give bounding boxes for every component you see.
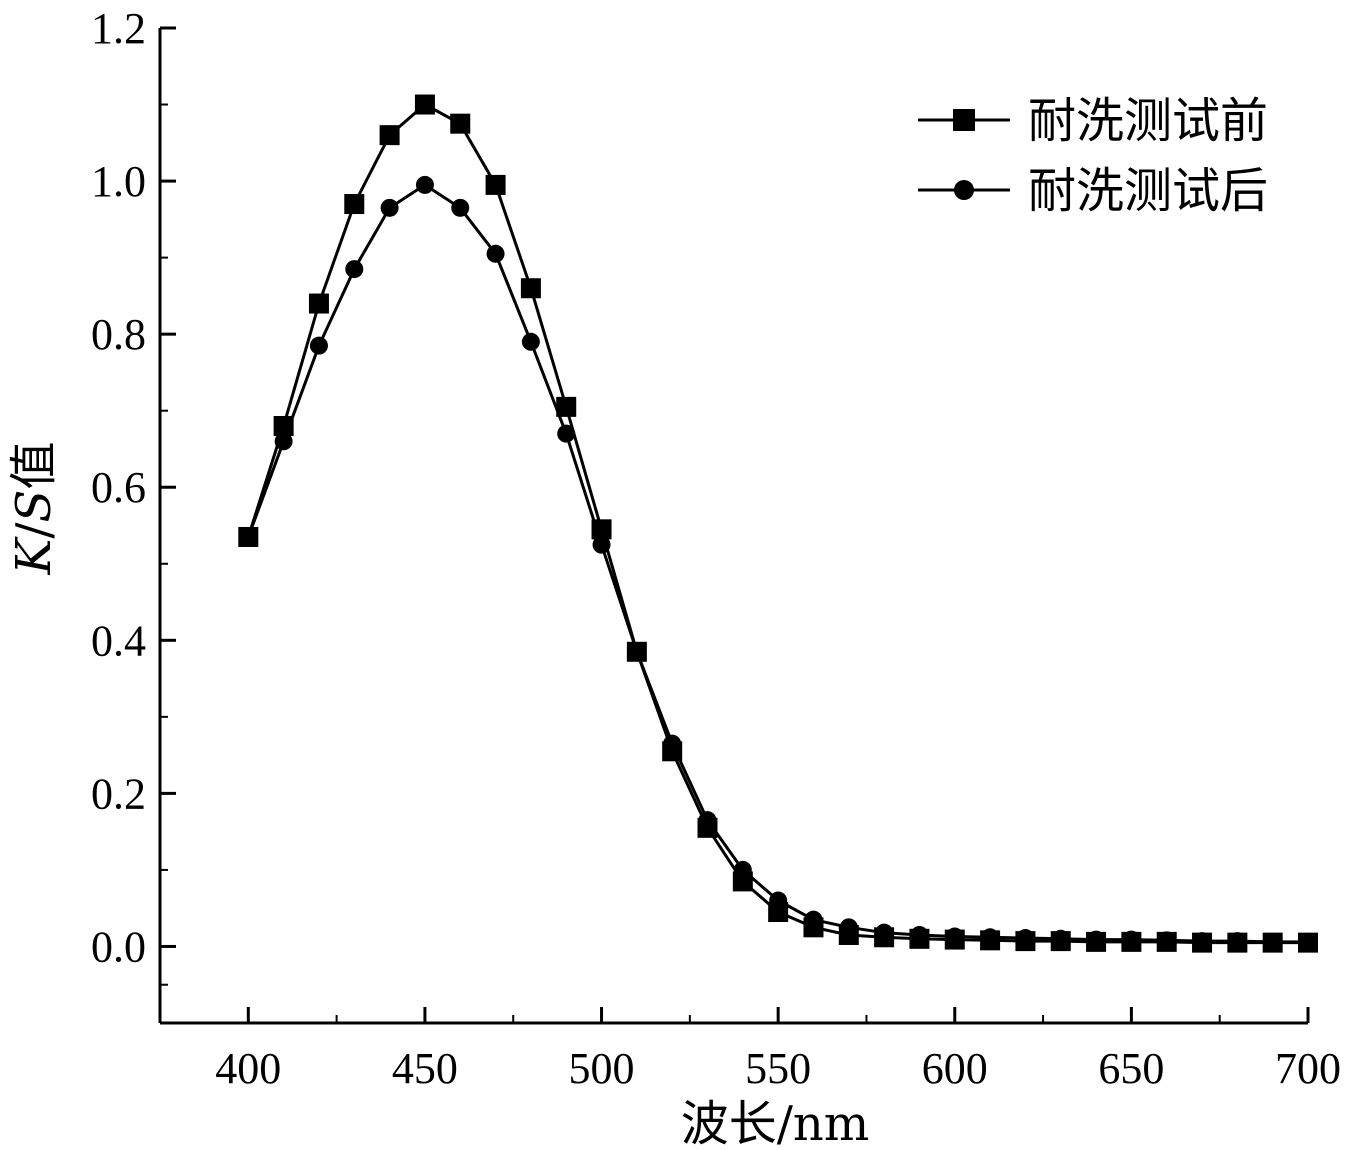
data-point: [415, 175, 434, 194]
y-tick-label: 0.2: [91, 769, 146, 818]
x-tick-label: 500: [569, 1044, 635, 1093]
data-point: [627, 642, 646, 661]
legend-marker: [953, 109, 975, 131]
data-point: [1016, 929, 1035, 948]
data-point: [450, 113, 471, 134]
y-tick-label: 0.6: [91, 463, 146, 512]
data-point: [839, 918, 858, 937]
data-point: [379, 125, 400, 146]
x-tick-label: 600: [922, 1044, 988, 1093]
data-point: [733, 860, 752, 879]
y-axis-title: K/S值: [6, 442, 62, 576]
svg-text:K/S值: K/S值: [6, 442, 62, 576]
data-point: [308, 293, 329, 314]
data-point: [486, 244, 505, 263]
y-tick-label: 0.0: [91, 922, 146, 971]
legend-item: 耐洗测试后: [918, 163, 1268, 219]
data-point: [1051, 929, 1070, 948]
y-axis-title-suffix: 值: [6, 442, 62, 490]
data-point: [520, 278, 541, 299]
axes: 0.0 0.2 0.4 0.6 0.8 1.0 1.2 400 450 500 550 600 650 7…: [91, 4, 1341, 1093]
x-tick-label: 650: [1098, 1044, 1164, 1093]
data-point: [274, 432, 293, 451]
data-point: [804, 910, 823, 929]
y-tick-label: 0.8: [91, 310, 146, 359]
y-axis-title-k: K: [6, 535, 62, 575]
data-point: [557, 424, 576, 443]
y-axis-title-slash: /: [6, 522, 62, 539]
data-point: [945, 927, 964, 946]
series-2: [239, 175, 1317, 951]
data-point: [1087, 930, 1106, 949]
data-point: [910, 925, 929, 944]
data-point: [769, 891, 788, 910]
data-point: [1193, 932, 1212, 951]
data-point: [698, 811, 717, 830]
data-point: [380, 198, 399, 217]
data-point: [451, 198, 470, 217]
data-point: [485, 174, 506, 195]
data-point: [1228, 932, 1247, 951]
data-point: [521, 332, 540, 351]
x-tick-label: 450: [392, 1044, 458, 1093]
data-point: [556, 396, 577, 417]
y-axis-title-s: S: [6, 490, 62, 523]
legend-item: 耐洗测试前: [918, 93, 1268, 149]
x-tick-label: 700: [1275, 1044, 1341, 1093]
data-point: [344, 194, 365, 215]
x-tick-label: 550: [745, 1044, 811, 1093]
legend-label: 耐洗测试后: [1028, 163, 1268, 219]
data-point: [981, 928, 1000, 947]
data-point: [663, 734, 682, 753]
data-point: [345, 260, 364, 279]
data-point: [309, 336, 328, 355]
x-tick-label: 400: [215, 1044, 281, 1093]
data-point: [1299, 932, 1317, 951]
data-point: [414, 94, 435, 115]
y-tick-label: 1.2: [91, 4, 146, 53]
data-point: [1157, 931, 1176, 950]
series-1: [238, 94, 1318, 953]
series-line: [246, 103, 1308, 945]
y-tick-label: 0.4: [91, 616, 146, 665]
series-layer: [238, 94, 1318, 953]
legend-label: 耐洗测试前: [1028, 93, 1268, 149]
data-point: [592, 535, 611, 554]
data-point: [239, 527, 258, 546]
data-point: [875, 923, 894, 942]
series-line: [246, 183, 1308, 944]
legend-marker: [954, 180, 974, 200]
x-axis-title: 波长/nm: [681, 1096, 870, 1150]
y-tick-label: 1.0: [91, 157, 146, 206]
data-point: [1263, 932, 1282, 951]
data-point: [1122, 930, 1141, 949]
